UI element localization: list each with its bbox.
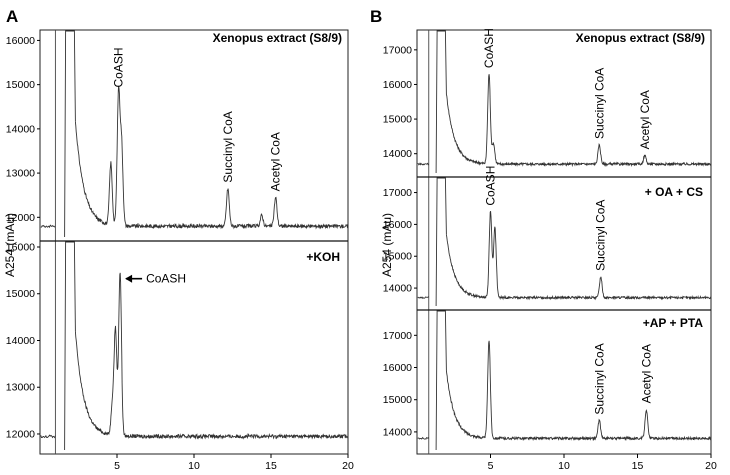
- y-tick-label: 14000: [383, 426, 412, 438]
- chromatogram-trace: [445, 210, 712, 301]
- y-tick-label: 16000: [383, 362, 412, 374]
- peak-label: Acetyl CoA: [638, 90, 652, 149]
- x-tick-label: 5: [488, 460, 494, 472]
- y-tick-label: 16000: [6, 35, 35, 47]
- chromatogram-trace: [417, 162, 430, 166]
- peak-label: Succinyl CoA: [221, 111, 235, 182]
- condition-label: +AP + PTA: [643, 316, 704, 330]
- chromatogram-trace: [445, 74, 712, 168]
- x-tick-label: 20: [342, 460, 354, 472]
- x-tick-label: 5: [114, 460, 120, 472]
- y-tick-label: 13000: [6, 382, 35, 394]
- y-tick-label: 14000: [383, 148, 412, 160]
- panel-a: A Xenopus extract (S8/9) A254 (mAu) 5 10 15 20…: [3, 7, 354, 475]
- y-tick-label: 14000: [6, 123, 35, 135]
- x-tick-label: 10: [558, 460, 570, 472]
- condition-label: +KOH: [306, 250, 340, 264]
- y-tick-label: 12000: [6, 428, 35, 440]
- y-tick-label: 15000: [383, 394, 412, 406]
- x-tick-label: 15: [265, 460, 277, 472]
- peak-label: Succinyl CoA: [592, 343, 606, 414]
- peak-label: CoASH: [482, 28, 496, 68]
- y-tick-label: 16000: [383, 219, 412, 231]
- peak-label: Acetyl CoA: [269, 132, 283, 191]
- y-tick-label: 14000: [6, 335, 35, 347]
- y-tick-label: 12000: [6, 212, 35, 224]
- y-tick-label: 17000: [383, 330, 412, 342]
- x-tick-label: 15: [632, 460, 644, 472]
- y-tick-label: 16000: [383, 79, 412, 91]
- y-tick-label: 16000: [6, 242, 35, 254]
- chromatogram-trace: [64, 30, 76, 238]
- chart-title: Xenopus extract (S8/9): [213, 31, 342, 45]
- chromatogram-trace: [74, 85, 349, 230]
- panel-letter: B: [370, 7, 382, 26]
- y-tick-label: 15000: [383, 251, 412, 263]
- y-tick-label: 17000: [383, 44, 412, 56]
- arrow-head-icon: [125, 274, 133, 283]
- plot-frame: [416, 29, 712, 455]
- peak-label: CoASH: [146, 272, 186, 286]
- x-axis-title: Time (min): [536, 473, 593, 475]
- y-tick-label: 13000: [6, 168, 35, 180]
- x-tick-label: 20: [705, 460, 717, 472]
- peak-label: Succinyl CoA: [594, 200, 608, 271]
- chromatogram-trace: [445, 340, 712, 442]
- peak-label: Succinyl CoA: [592, 68, 606, 139]
- chromatogram-trace: [64, 241, 76, 451]
- panel-letter: A: [6, 7, 18, 26]
- condition-label: + OA + CS: [645, 185, 703, 199]
- chromatogram-trace: [417, 296, 429, 300]
- peak-label: Acetyl CoA: [639, 344, 653, 403]
- y-tick-label: 15000: [6, 79, 35, 91]
- peak-label: CoASH: [484, 166, 498, 206]
- x-tick-label: 10: [188, 460, 200, 472]
- chart-title: Xenopus extract (S8/9): [576, 31, 705, 45]
- peak-label: CoASH: [112, 47, 126, 87]
- panel-b: B Xenopus extract (S8/9) A254 (mAu) 5 10 15 20…: [370, 7, 717, 475]
- x-axis-title: Time (min): [166, 473, 223, 475]
- chromatogram-trace: [40, 434, 56, 439]
- chromatogram-trace: [435, 30, 447, 174]
- chromatogram-trace: [435, 310, 447, 451]
- chromatogram-trace: [74, 272, 349, 440]
- y-axis-title: A254 (mAu): [3, 213, 17, 277]
- y-tick-label: 15000: [383, 114, 412, 126]
- chromatogram-trace: [417, 436, 430, 440]
- y-tick-label: 17000: [383, 187, 412, 199]
- y-tick-label: 14000: [383, 283, 412, 295]
- chromatogram-trace: [435, 177, 447, 307]
- y-axis-title: A254 (mAu): [380, 213, 394, 277]
- y-tick-label: 15000: [6, 288, 35, 300]
- plot-frame: [39, 29, 349, 455]
- chromatogram-trace: [40, 224, 56, 229]
